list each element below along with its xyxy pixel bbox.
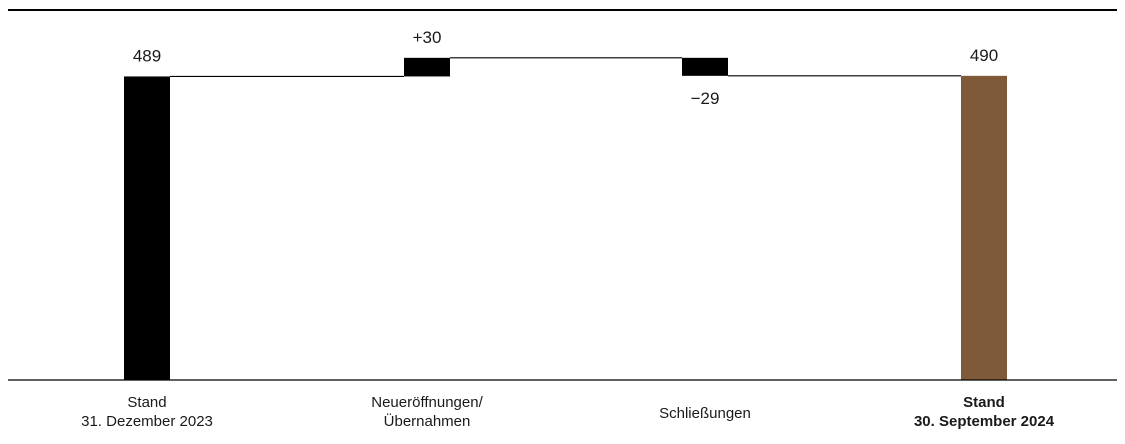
value-label: 490 [970,46,998,65]
category-labels: Stand 31. Dezember 2023 Neueröffnungen/Übe… [81,394,1055,430]
category-label: Schließungen [659,405,751,422]
delta-bar [404,57,450,77]
bars [124,57,1007,381]
connector-lines [170,57,961,78]
category-label: 30. September 2024 [914,413,1055,430]
delta-bar [682,57,728,76]
category-label: Stand [963,394,1005,411]
category-label: 31. Dezember 2023 [81,413,213,430]
value-label: 489 [133,46,161,65]
category-label: Neueröffnungen/ [371,394,483,411]
category-label: Stand [127,394,166,411]
value-label: +30 [413,28,442,47]
total-bar [961,75,1007,380]
category-label: Übernahmen [384,412,471,430]
total-bar [124,76,170,381]
value-label: −29 [691,89,720,108]
value-labels: 489 +30 −29 490 [133,28,998,108]
